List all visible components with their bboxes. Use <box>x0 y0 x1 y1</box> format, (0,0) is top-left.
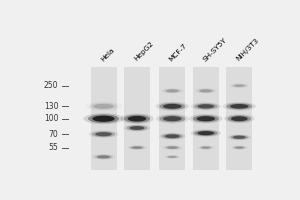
Ellipse shape <box>92 116 115 122</box>
Ellipse shape <box>83 113 124 124</box>
Ellipse shape <box>233 146 246 149</box>
Ellipse shape <box>124 124 150 132</box>
Ellipse shape <box>159 133 186 140</box>
Ellipse shape <box>189 114 223 123</box>
Ellipse shape <box>165 134 180 138</box>
Ellipse shape <box>88 130 119 138</box>
Ellipse shape <box>163 116 182 121</box>
Ellipse shape <box>97 155 110 158</box>
Ellipse shape <box>197 131 214 135</box>
Bar <box>91 67 117 170</box>
Ellipse shape <box>199 146 212 149</box>
Ellipse shape <box>92 154 115 160</box>
Ellipse shape <box>232 84 247 87</box>
Ellipse shape <box>193 115 219 122</box>
Text: SH-SY5Y: SH-SY5Y <box>202 37 228 62</box>
Ellipse shape <box>163 89 182 93</box>
Ellipse shape <box>130 126 145 130</box>
Ellipse shape <box>201 146 211 149</box>
Bar <box>159 67 185 170</box>
Ellipse shape <box>233 136 246 139</box>
Text: MCF-7: MCF-7 <box>168 42 188 62</box>
Text: NIH/3T3: NIH/3T3 <box>235 38 260 62</box>
Ellipse shape <box>197 89 215 93</box>
Ellipse shape <box>228 134 251 140</box>
Ellipse shape <box>166 89 179 92</box>
Bar <box>124 67 150 170</box>
Ellipse shape <box>162 134 183 139</box>
Bar <box>226 67 252 170</box>
Ellipse shape <box>129 146 145 149</box>
Ellipse shape <box>194 130 217 136</box>
Text: 100: 100 <box>44 114 58 123</box>
Ellipse shape <box>159 115 185 122</box>
Ellipse shape <box>128 116 146 122</box>
Ellipse shape <box>166 155 179 158</box>
Ellipse shape <box>230 135 248 140</box>
Ellipse shape <box>159 103 185 110</box>
Ellipse shape <box>196 116 215 121</box>
Ellipse shape <box>88 114 119 123</box>
Text: 55: 55 <box>49 143 58 152</box>
Ellipse shape <box>95 132 112 136</box>
Ellipse shape <box>92 131 115 137</box>
Ellipse shape <box>226 103 252 110</box>
Ellipse shape <box>163 104 182 109</box>
Ellipse shape <box>131 146 142 149</box>
Ellipse shape <box>191 129 221 137</box>
Ellipse shape <box>89 103 118 110</box>
Ellipse shape <box>194 103 217 109</box>
Ellipse shape <box>164 146 180 149</box>
Text: 70: 70 <box>49 130 58 139</box>
Ellipse shape <box>231 116 248 121</box>
Ellipse shape <box>230 104 249 109</box>
Ellipse shape <box>235 146 244 149</box>
Ellipse shape <box>234 84 245 87</box>
Text: 130: 130 <box>44 102 58 111</box>
Ellipse shape <box>224 114 254 123</box>
Text: HepG2: HepG2 <box>133 41 154 62</box>
Ellipse shape <box>93 104 114 109</box>
Ellipse shape <box>124 115 150 123</box>
Text: Hela: Hela <box>99 47 115 62</box>
Ellipse shape <box>191 102 221 110</box>
Ellipse shape <box>94 155 112 159</box>
Ellipse shape <box>156 102 189 111</box>
Ellipse shape <box>199 89 212 92</box>
Ellipse shape <box>127 125 147 131</box>
Ellipse shape <box>228 115 251 122</box>
Ellipse shape <box>156 114 189 123</box>
Text: 250: 250 <box>44 81 58 90</box>
Ellipse shape <box>167 146 178 149</box>
Ellipse shape <box>197 104 214 108</box>
Bar <box>193 67 219 170</box>
Ellipse shape <box>223 102 256 111</box>
Ellipse shape <box>168 156 177 158</box>
Ellipse shape <box>120 114 154 124</box>
